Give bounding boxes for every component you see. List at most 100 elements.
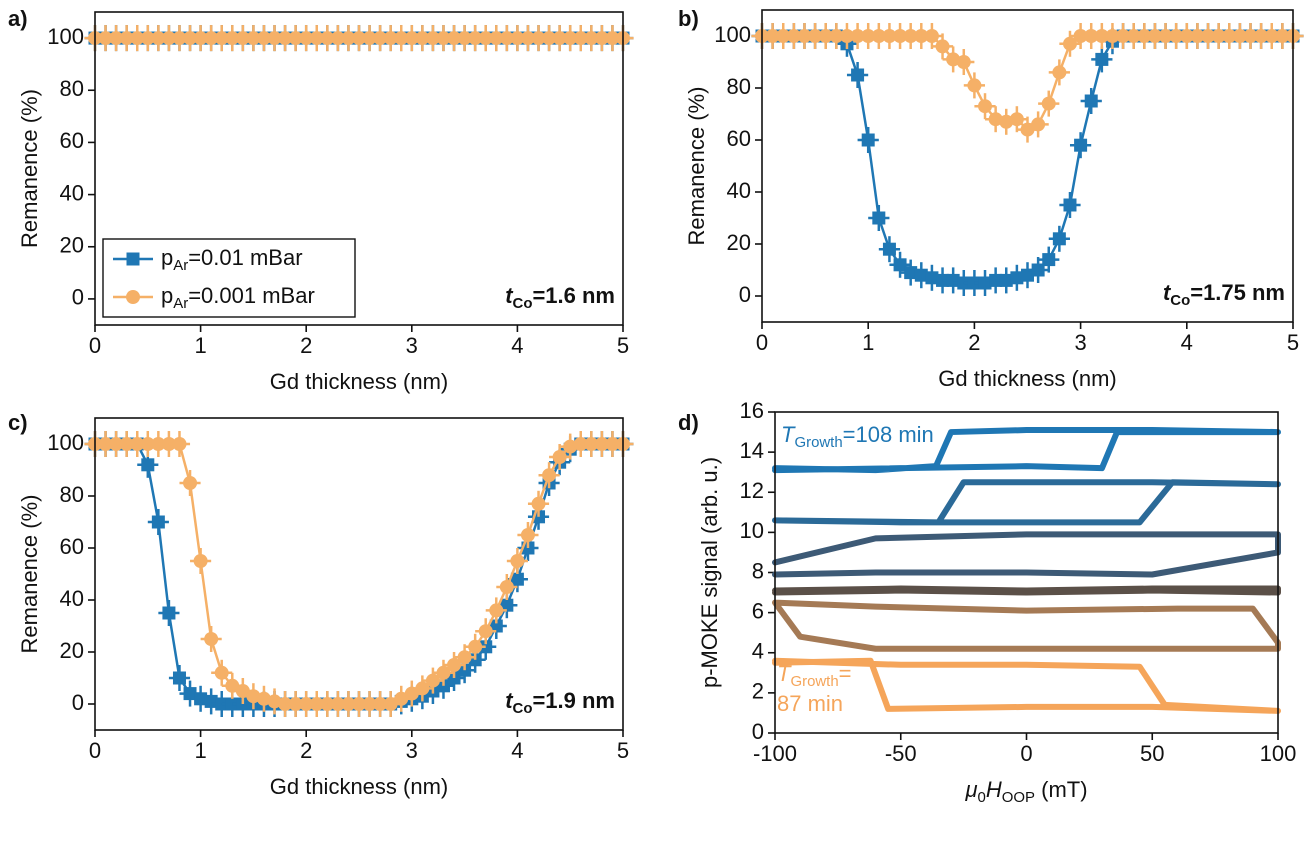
y-tick-label: 80 bbox=[727, 74, 751, 99]
text-part: Co bbox=[1170, 292, 1190, 309]
y-tick-label: 6 bbox=[752, 598, 764, 623]
y-tick-label: 10 bbox=[740, 518, 764, 543]
text-part: p bbox=[161, 283, 173, 308]
marker bbox=[183, 476, 198, 490]
y-axis-label: p-MOKE signal (arb. u.) bbox=[697, 457, 722, 688]
x-axis-label: μ0HOOP (mT) bbox=[964, 777, 1087, 806]
text-part: μ bbox=[964, 777, 977, 802]
legend-label: pAr=0.01 mBar bbox=[161, 245, 303, 274]
text-part: t bbox=[1163, 280, 1172, 305]
marker bbox=[542, 468, 557, 483]
marker bbox=[1074, 138, 1088, 152]
text-part: 0 bbox=[978, 789, 986, 806]
x-tick-label: 0 bbox=[756, 330, 768, 355]
marker bbox=[1031, 117, 1046, 132]
marker bbox=[162, 606, 176, 620]
marker bbox=[978, 99, 993, 114]
y-tick-label: 80 bbox=[60, 482, 84, 507]
marker bbox=[531, 496, 546, 511]
text-part: Growth bbox=[790, 673, 838, 690]
series-line bbox=[762, 34, 1293, 285]
x-tick-label: 0 bbox=[89, 738, 101, 763]
x-axis-label: Gd thickness (nm) bbox=[270, 774, 449, 799]
annotation: TGrowth= bbox=[777, 661, 852, 690]
text-part: t bbox=[505, 688, 514, 713]
y-tick-label: 20 bbox=[60, 638, 84, 663]
x-tick-label: 1 bbox=[194, 333, 206, 358]
y-tick-label: 12 bbox=[740, 478, 764, 503]
text-part: T bbox=[781, 422, 796, 447]
marker bbox=[499, 580, 514, 594]
marker bbox=[1009, 112, 1024, 127]
panel-label: b) bbox=[678, 6, 699, 31]
y-tick-label: 0 bbox=[752, 719, 764, 744]
marker bbox=[1052, 232, 1066, 246]
text-part: =0.01 mBar bbox=[188, 245, 302, 270]
marker bbox=[924, 29, 939, 43]
legend-label: pAr=0.001 mBar bbox=[161, 283, 315, 312]
marker bbox=[457, 650, 472, 665]
plot-frame bbox=[774, 411, 1279, 734]
plot-frame bbox=[94, 417, 624, 731]
y-tick-label: 16 bbox=[740, 398, 764, 423]
marker bbox=[478, 624, 493, 639]
y-tick-label: 20 bbox=[60, 233, 84, 258]
x-tick-label: 5 bbox=[617, 738, 629, 763]
y-tick-label: 0 bbox=[739, 282, 751, 307]
x-tick-label: 50 bbox=[1140, 741, 1164, 766]
y-tick-label: 60 bbox=[60, 128, 84, 153]
text-part: =1.75 nm bbox=[1190, 280, 1285, 305]
marker bbox=[861, 133, 875, 147]
y-tick-label: 100 bbox=[47, 430, 84, 455]
y-tick-label: 60 bbox=[727, 126, 751, 151]
marker bbox=[415, 681, 430, 696]
marker bbox=[183, 687, 197, 701]
x-tick-label: 0 bbox=[1020, 741, 1032, 766]
marker bbox=[383, 697, 398, 711]
text-part: =108 min bbox=[843, 422, 934, 447]
marker bbox=[151, 515, 165, 529]
marker bbox=[1063, 198, 1077, 212]
panel-label: c) bbox=[8, 410, 28, 435]
y-tick-label: 40 bbox=[60, 180, 84, 205]
y-tick-label: 8 bbox=[752, 558, 764, 583]
annotation: 87 min bbox=[777, 691, 843, 716]
marker bbox=[425, 673, 440, 688]
marker bbox=[893, 258, 907, 272]
text-part: Ar bbox=[173, 257, 188, 274]
marker bbox=[126, 290, 140, 304]
x-tick-label: -50 bbox=[885, 741, 917, 766]
x-tick-label: 3 bbox=[1074, 330, 1086, 355]
marker bbox=[225, 678, 240, 693]
marker bbox=[1052, 65, 1067, 80]
text-part: (mT) bbox=[1035, 777, 1088, 802]
marker bbox=[468, 639, 483, 654]
x-tick-label: 0 bbox=[89, 333, 101, 358]
marker bbox=[1021, 268, 1034, 282]
text-part: Ar bbox=[173, 295, 188, 312]
thickness-label: tCo=1.75 nm bbox=[1163, 280, 1285, 309]
marker bbox=[1062, 36, 1077, 51]
marker bbox=[193, 554, 208, 568]
y-tick-label: 0 bbox=[72, 285, 84, 310]
y-axis-label: Remanence (%) bbox=[17, 89, 42, 248]
text-part: p bbox=[161, 245, 173, 270]
thickness-label: tCo=1.9 nm bbox=[505, 688, 615, 717]
y-tick-label: 14 bbox=[740, 438, 764, 463]
x-tick-label: 2 bbox=[300, 333, 312, 358]
text-part: OOP bbox=[1002, 789, 1035, 806]
loop-line bbox=[772, 585, 1281, 596]
text-part: Growth bbox=[794, 434, 842, 451]
marker bbox=[956, 55, 971, 69]
marker bbox=[172, 437, 187, 451]
marker bbox=[119, 31, 134, 46]
x-tick-label: 5 bbox=[617, 333, 629, 358]
x-tick-label: 5 bbox=[1287, 330, 1299, 355]
marker bbox=[1095, 52, 1109, 66]
thickness-label: tCo=1.6 nm bbox=[505, 283, 615, 312]
text-part: = bbox=[839, 661, 852, 686]
marker bbox=[1031, 263, 1045, 277]
x-tick-label: 100 bbox=[1260, 741, 1297, 766]
marker bbox=[1041, 96, 1056, 111]
